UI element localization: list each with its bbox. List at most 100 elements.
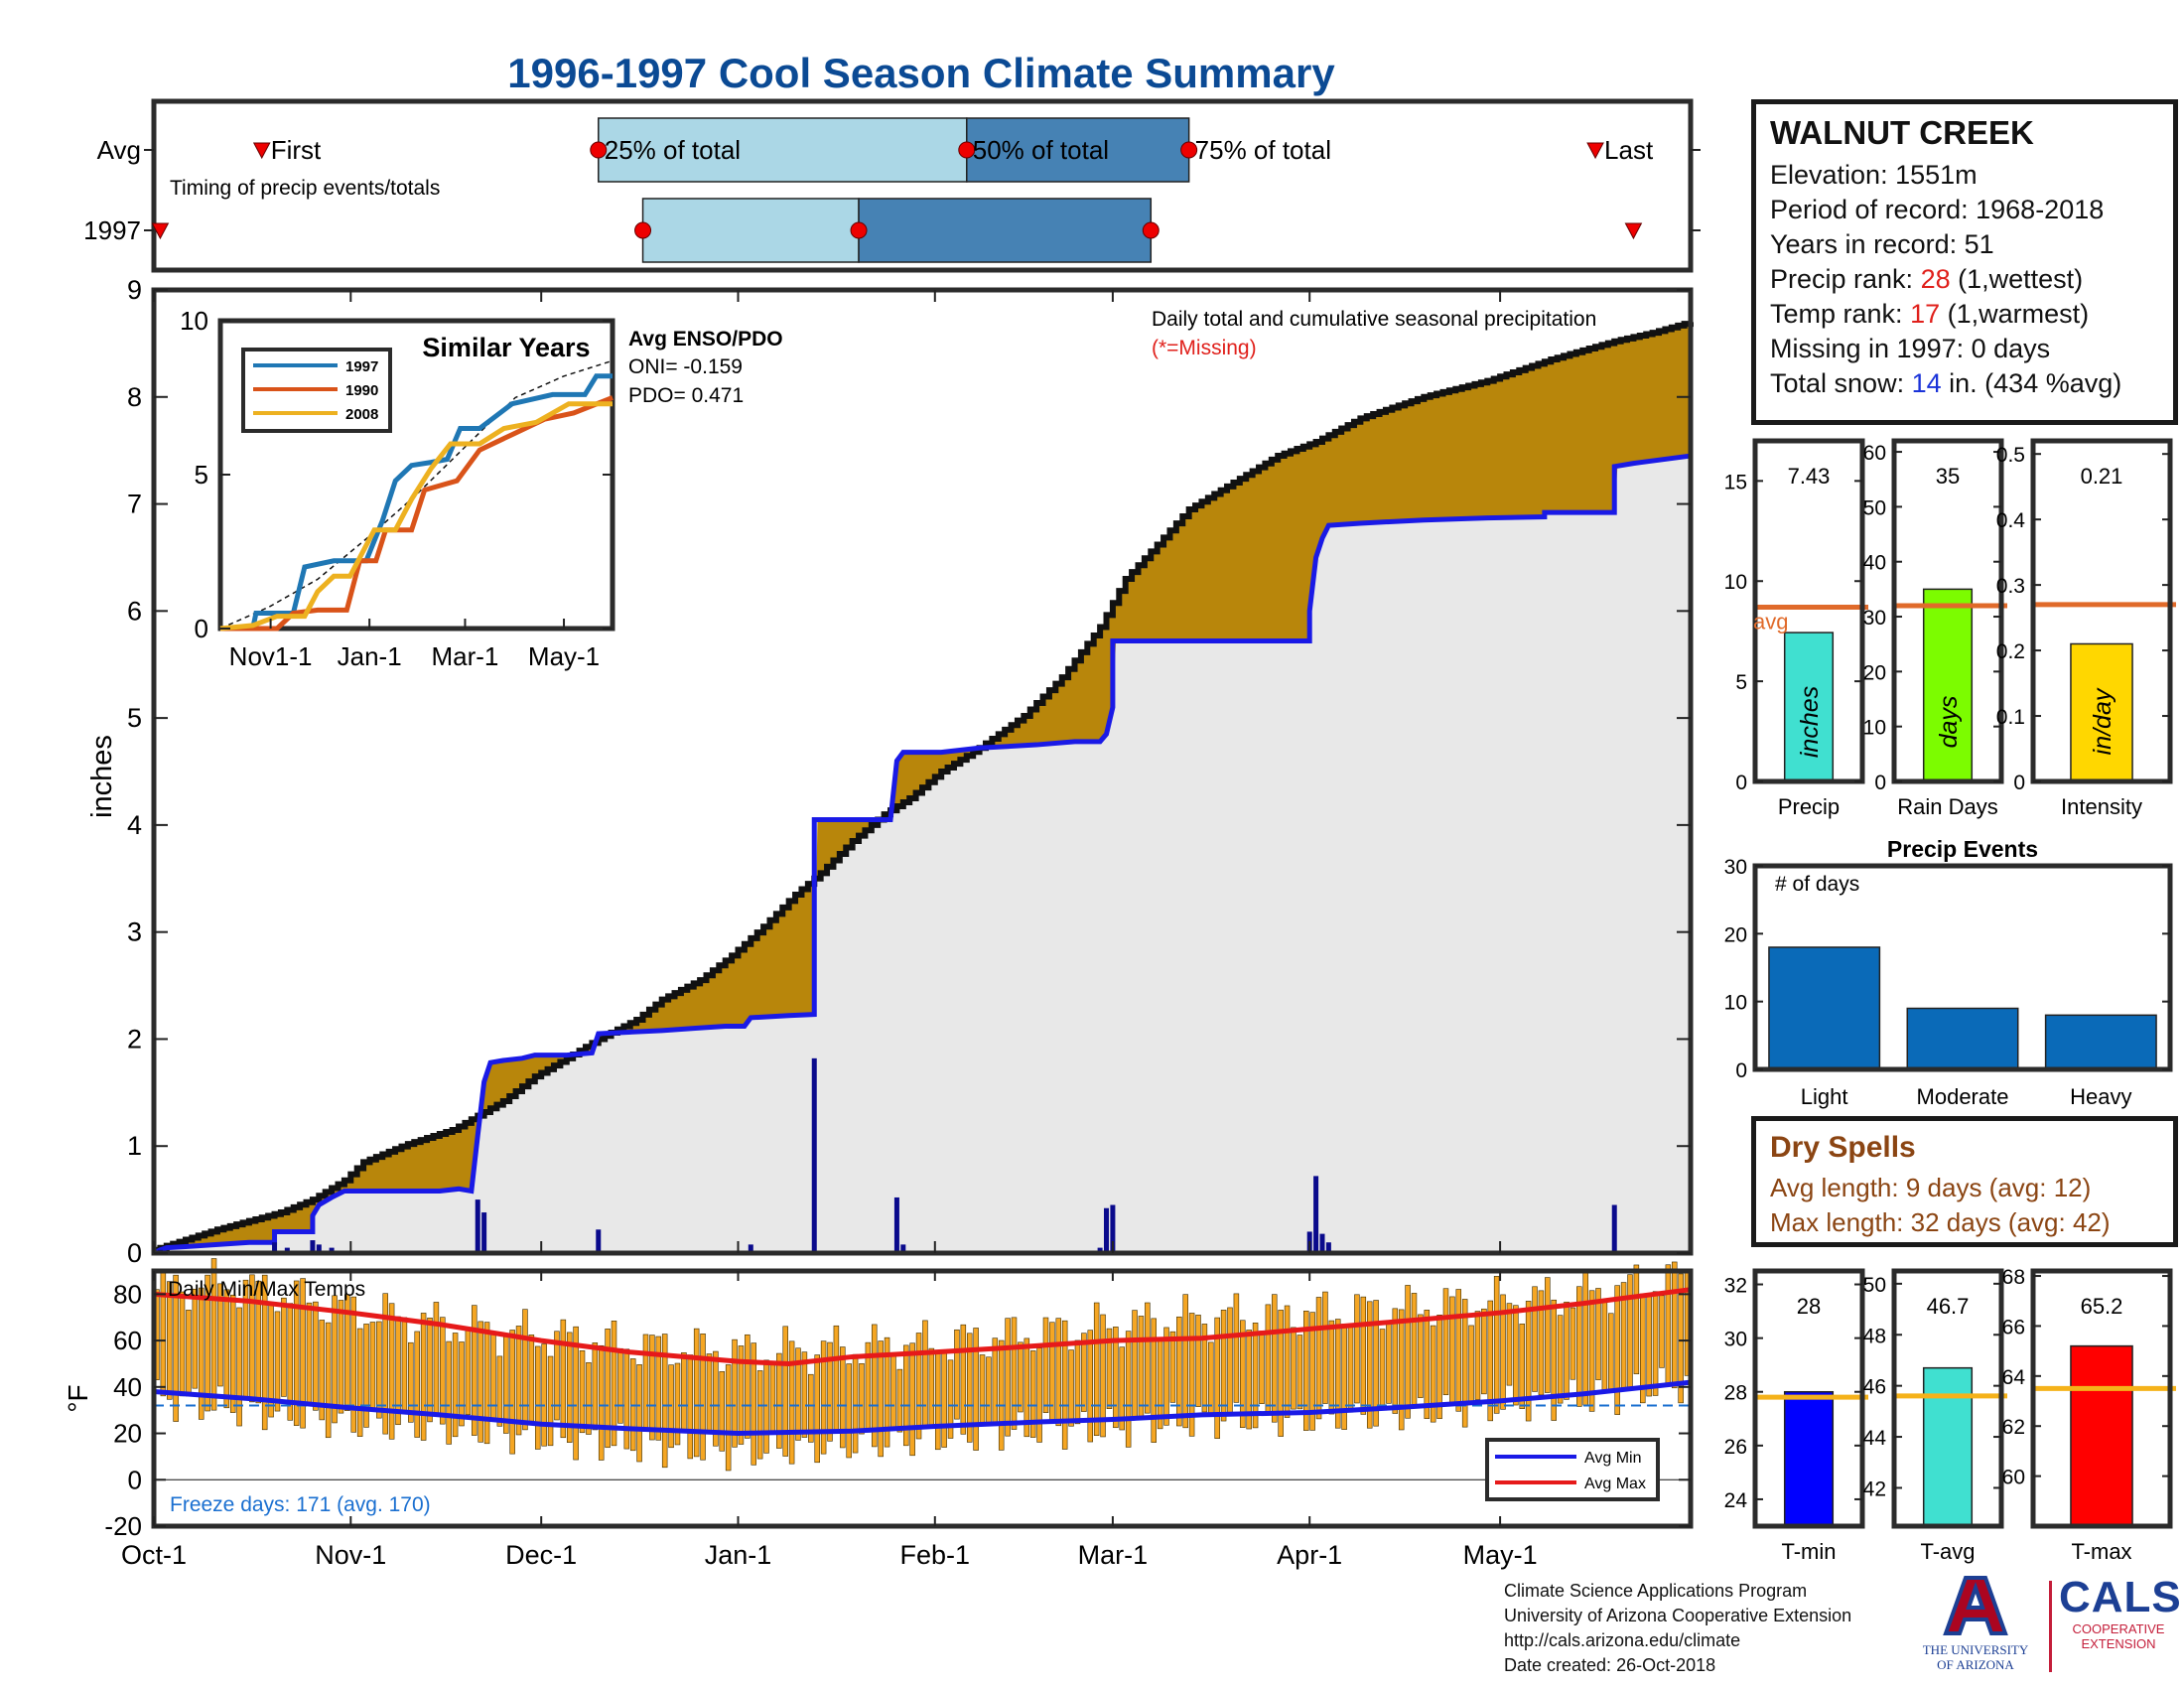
daily-temp-bar	[1360, 1296, 1367, 1415]
precip-stat-2-ytick-label: 0.1	[1996, 706, 2025, 729]
daily-precip-bar	[1110, 1204, 1116, 1253]
daily-temp-bar	[592, 1342, 599, 1431]
daily-temp-bar	[293, 1280, 300, 1426]
precip-stat-0-unit: inches	[1796, 686, 1824, 758]
station-name: WALNUT CREEK	[1770, 114, 2034, 151]
footer-line-1: Climate Science Applications Program	[1504, 1581, 1808, 1601]
temps-ytick-label: 60	[113, 1326, 142, 1355]
precip-stat-2-category: Intensity	[2061, 794, 2142, 819]
precip-ytick-label: 0	[127, 1238, 142, 1268]
daily-temp-bar	[483, 1322, 490, 1445]
daily-temp-bar	[1061, 1320, 1068, 1450]
similar-ytick-label: 10	[180, 306, 208, 336]
daily-temp-bar	[217, 1283, 223, 1387]
daily-precip-bar	[1319, 1233, 1325, 1253]
daily-temp-bar	[649, 1335, 655, 1441]
precip-stat-1-ytick-label: 30	[1863, 607, 1886, 630]
legend-label-avg-min: Avg Min	[1584, 1450, 1642, 1467]
temp-stat-0-value-label: 28	[1797, 1294, 1821, 1319]
daily-precip-bar	[316, 1244, 322, 1253]
daily-temp-bar	[325, 1322, 332, 1439]
temps-xtick-label: Apr-1	[1277, 1540, 1342, 1570]
daily-temp-bar	[338, 1300, 344, 1414]
missing-note: (*=Missing)	[1152, 337, 1257, 359]
timing-annotation: Timing of precip events/totals	[170, 177, 440, 200]
daily-temp-bar	[1474, 1311, 1481, 1400]
daily-temp-bar	[440, 1317, 446, 1425]
precip-avg-label: avg	[1753, 609, 1788, 633]
daily-temp-bar	[1246, 1330, 1252, 1430]
daily-temp-bar	[1297, 1335, 1303, 1410]
daily-temp-bar	[605, 1329, 611, 1449]
daily-temp-bar	[623, 1348, 630, 1450]
daily-temp-bar	[642, 1334, 649, 1432]
daily-temp-bar	[344, 1294, 350, 1411]
period-label: Period of record:	[1770, 195, 1969, 224]
temps-xtick-label: Dec-1	[505, 1540, 577, 1570]
timing-marker-first-year	[151, 222, 170, 240]
daily-temp-bar	[617, 1347, 623, 1424]
daily-temp-bar	[884, 1336, 890, 1448]
daily-temp-bar	[1386, 1323, 1392, 1404]
precip-stat-2-ytick-label: 0.3	[1996, 575, 2025, 598]
daily-precip-bar	[284, 1247, 290, 1253]
daily-precip-bar	[272, 1242, 278, 1253]
daily-temp-bar	[738, 1345, 745, 1445]
daily-temp-bar	[1151, 1318, 1157, 1443]
daily-temp-bar	[827, 1341, 833, 1442]
daily-temp-bar	[541, 1343, 547, 1447]
precip-ytick-label: 8	[127, 382, 142, 412]
daily-temp-bar	[1436, 1315, 1442, 1420]
dry-spells-title: Dry Spells	[1770, 1131, 1916, 1164]
temps-xtick-label: Nov-1	[315, 1540, 386, 1570]
daily-temp-bar	[515, 1326, 522, 1436]
daily-temp-bar	[1309, 1312, 1315, 1431]
timing-box-50-75-avg	[966, 117, 1190, 183]
daily-temp-bar	[1678, 1273, 1684, 1404]
daily-temp-bar	[1036, 1347, 1042, 1443]
timing-row-label-Avg: Avg	[97, 135, 141, 165]
ua-line-1: THE UNIVERSITY	[1922, 1642, 2029, 1657]
temps-panel: -20 0 20 40 60 80 Oct-1 Nov-1 Dec-1 Jan-1 Feb-1 Mar…	[63, 1258, 1694, 1570]
daily-temp-bar	[1100, 1314, 1106, 1438]
daily-temp-bar	[966, 1333, 973, 1443]
daily-temp-bar	[395, 1316, 401, 1426]
daily-temp-bar	[223, 1289, 230, 1409]
daily-temp-bar	[198, 1287, 205, 1420]
precip-annotation: Daily total and cumulative seasonal prec…	[1152, 308, 1596, 331]
daily-temp-bar	[763, 1359, 769, 1454]
temp-stat-2-ytick-label: 62	[2002, 1416, 2025, 1439]
university-of-arizona-logo: THE UNIVERSITY OF ARIZONA	[1916, 1574, 2035, 1672]
daily-temp-bar	[611, 1321, 617, 1447]
daily-temp-bar	[1513, 1305, 1519, 1406]
daily-temp-bar	[186, 1310, 192, 1397]
daily-temp-bar	[833, 1325, 840, 1432]
daily-temp-bar	[363, 1324, 369, 1428]
daily-temp-bar	[1646, 1295, 1652, 1397]
daily-temp-bar	[173, 1274, 179, 1422]
daily-temp-bar	[1424, 1310, 1431, 1419]
temps-ytick-label: 20	[113, 1419, 142, 1449]
daily-precip-bar	[811, 1057, 817, 1253]
daily-temp-bar	[350, 1296, 356, 1433]
temp-rank-label: Temp rank:	[1770, 299, 1903, 329]
daily-temp-bar	[1081, 1333, 1087, 1412]
daily-temp-bar	[452, 1333, 459, 1438]
precip-stat-1-value-label: 35	[1936, 464, 1960, 489]
daily-temp-bar	[1455, 1289, 1462, 1412]
daily-temp-bar	[566, 1332, 573, 1443]
temps-ytick-label: 80	[113, 1279, 142, 1309]
daily-temp-bar	[547, 1355, 554, 1447]
daily-temp-bar	[745, 1334, 751, 1439]
temp-stat-1-ytick-label: 44	[1863, 1427, 1887, 1450]
temp-stat-0-ytick-label: 28	[1724, 1382, 1747, 1405]
daily-temp-bar	[369, 1322, 376, 1412]
daily-temp-bar	[1055, 1318, 1062, 1427]
similar-xtick-label: Mar-1	[432, 641, 499, 671]
daily-temp-bar	[1220, 1310, 1227, 1422]
daily-temp-bar	[1449, 1296, 1455, 1404]
daily-temp-bar	[1176, 1316, 1182, 1427]
snow-value: 14	[1911, 368, 1942, 398]
daily-temp-bar	[941, 1351, 947, 1448]
daily-temp-bar	[1328, 1320, 1335, 1415]
